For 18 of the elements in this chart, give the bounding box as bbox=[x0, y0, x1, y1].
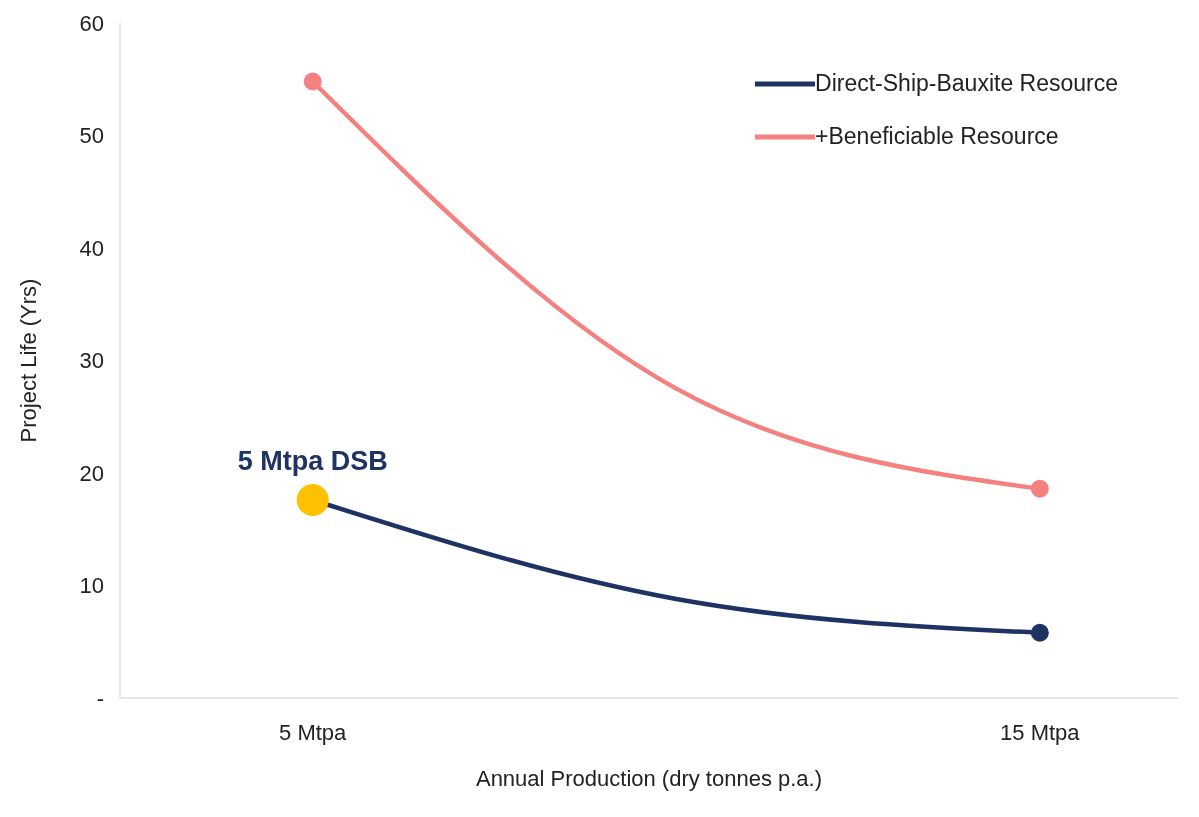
point bbox=[1030, 623, 1049, 642]
point bbox=[303, 72, 322, 91]
point bbox=[296, 484, 329, 516]
x-tick-label: 5 Mtpa bbox=[279, 719, 348, 745]
y-tick-label: 40 bbox=[79, 235, 104, 261]
y-tick-label: 20 bbox=[79, 460, 104, 486]
point bbox=[1030, 479, 1049, 498]
y-tick-label: 10 bbox=[79, 573, 104, 599]
legend-label: Direct-Ship-Bauxite Resource bbox=[815, 70, 1118, 97]
annotation: 5 Mtpa DSB bbox=[237, 446, 388, 476]
y-axis-title: Project Life (Yrs) bbox=[15, 278, 41, 443]
y-tick-label: 30 bbox=[79, 348, 104, 374]
legend-label: +Beneficiable Resource bbox=[815, 123, 1059, 150]
y-tick-label: - bbox=[96, 685, 104, 711]
x-tick-label: 15 Mtpa bbox=[1000, 719, 1081, 745]
y-tick-label: 60 bbox=[79, 10, 104, 36]
x-axis-title: Annual Production (dry tonnes p.a.) bbox=[475, 766, 823, 791]
y-tick-label: 50 bbox=[79, 123, 104, 149]
